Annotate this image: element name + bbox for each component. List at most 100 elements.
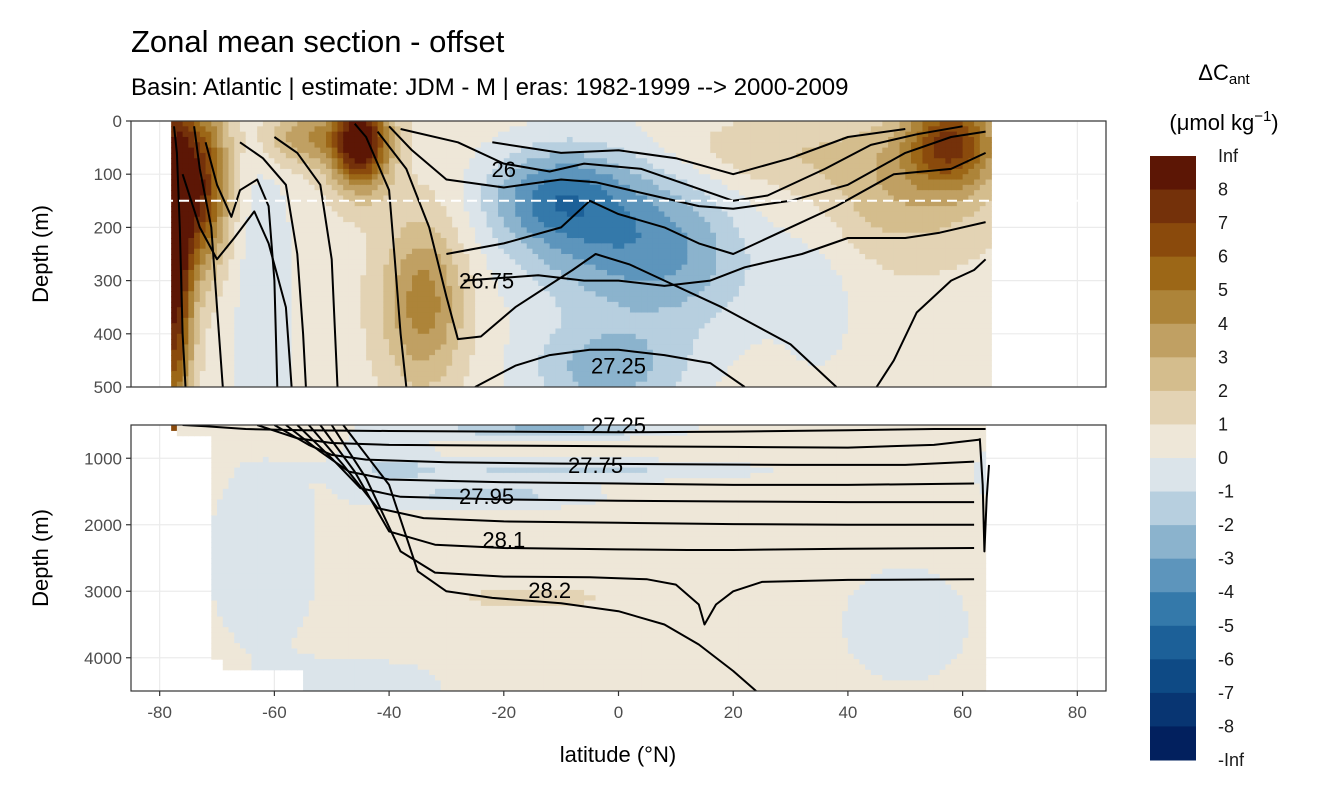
fill-cell — [572, 238, 579, 244]
fill-cell — [354, 142, 362, 149]
fill-cell — [314, 360, 321, 367]
fill-cell — [469, 339, 476, 346]
fill-cell — [469, 312, 476, 319]
fill-cell — [515, 174, 522, 181]
fill-cell — [446, 312, 453, 319]
fill-cell — [532, 339, 539, 346]
fill-cell — [446, 376, 453, 383]
fill-cell — [251, 355, 258, 361]
fill-cell — [412, 360, 419, 367]
fill-cell — [389, 248, 396, 255]
fill-cell — [687, 152, 694, 159]
fill-cell — [561, 184, 568, 191]
fill-cell — [612, 365, 620, 372]
fill-cell — [406, 158, 413, 165]
fill-cell — [234, 227, 241, 234]
fill-cell — [532, 328, 539, 335]
fill-cell — [417, 333, 425, 340]
fill-cell — [182, 259, 189, 266]
fill-cell — [503, 381, 511, 387]
fill-cell — [239, 371, 247, 377]
fill-cell — [486, 296, 493, 303]
fill-cell — [268, 152, 275, 159]
fill-cell — [509, 147, 516, 154]
fill-cell — [394, 190, 402, 197]
fill-cell — [331, 259, 339, 266]
fill-cell — [509, 360, 516, 367]
fill-cell — [354, 301, 362, 308]
fill-cell — [314, 136, 321, 143]
fill-cell — [486, 174, 493, 181]
fill-cell — [188, 371, 195, 377]
fill-cell — [492, 238, 499, 244]
fill-cell — [257, 355, 264, 361]
fill-cell — [693, 248, 700, 255]
fill-cell — [578, 381, 585, 387]
fill-cell — [234, 301, 241, 308]
fill-cell — [239, 269, 247, 276]
fill-cell — [469, 285, 476, 292]
fill-cell — [406, 131, 413, 138]
fill-cell — [211, 222, 218, 228]
fill-cell — [194, 211, 201, 218]
fill-cell — [515, 216, 522, 223]
fill-cell — [222, 269, 230, 276]
fill-cell — [440, 365, 448, 372]
fill-cell — [348, 259, 356, 266]
fill-cell — [538, 168, 545, 175]
fill-cell — [360, 333, 367, 340]
fill-cell — [171, 365, 178, 372]
fill-cell — [251, 121, 258, 127]
fill-cell — [469, 195, 476, 202]
fill-cell — [664, 184, 671, 191]
fill-cell — [509, 280, 516, 287]
fill-cell — [595, 121, 602, 127]
fill-cell — [612, 259, 620, 266]
fill-cell — [618, 381, 625, 387]
fill-cell — [268, 222, 275, 228]
fill-cell — [280, 211, 287, 218]
fill-cell — [566, 136, 574, 143]
fill-cell — [234, 243, 241, 250]
fill-cell — [538, 376, 545, 383]
fill-cell — [406, 323, 413, 330]
fill-cell — [681, 333, 688, 340]
fill-cell — [262, 323, 270, 330]
fill-cell — [452, 312, 459, 319]
fill-cell — [222, 376, 230, 383]
fill-cell — [308, 174, 316, 181]
fill-cell — [343, 285, 350, 292]
fill-cell — [624, 179, 631, 186]
fill-cell — [331, 147, 339, 154]
fill-cell — [446, 243, 453, 250]
fill-cell — [561, 131, 568, 138]
fill-cell — [480, 152, 488, 159]
fill-cell — [440, 349, 448, 356]
fill-cell — [509, 216, 516, 223]
fill-cell — [687, 339, 694, 346]
fill-cell — [412, 211, 419, 218]
fill-cell — [262, 179, 270, 186]
fill-cell — [635, 285, 643, 292]
fill-cell — [624, 254, 631, 260]
fill-cell — [566, 360, 574, 367]
fill-cell — [320, 142, 327, 149]
fill-cell — [434, 184, 442, 191]
fill-cell — [274, 291, 281, 298]
fill-cell — [337, 317, 344, 324]
fill-cell — [176, 280, 184, 287]
fill-cell — [348, 227, 356, 234]
fill-cell — [538, 259, 545, 266]
fill-cell — [509, 376, 516, 383]
fill-cell — [698, 158, 706, 165]
fill-cell — [251, 349, 258, 356]
fill-cell — [377, 222, 384, 228]
fill-cell — [211, 296, 218, 303]
fill-cell — [308, 142, 316, 149]
fill-cell — [584, 238, 591, 244]
fill-cell — [509, 264, 516, 271]
fill-cell — [555, 184, 562, 191]
fill-cell — [635, 376, 643, 383]
fill-cell — [412, 195, 419, 202]
fill-cell — [710, 152, 717, 159]
